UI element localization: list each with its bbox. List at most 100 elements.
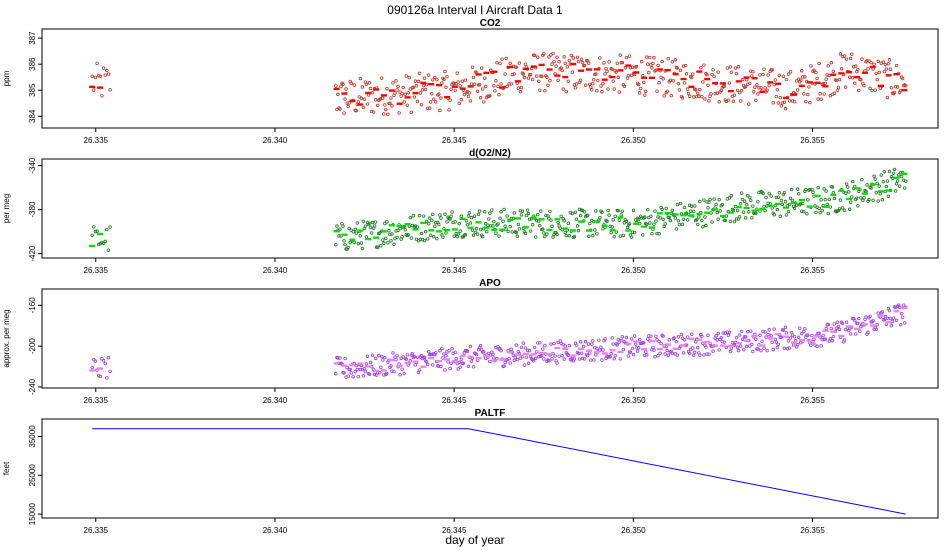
data-point bbox=[631, 352, 636, 357]
data-point bbox=[369, 231, 374, 235]
data-point bbox=[829, 61, 834, 65]
data-point bbox=[689, 332, 694, 336]
data-point bbox=[606, 208, 610, 213]
data-point bbox=[368, 86, 373, 91]
data-point bbox=[594, 72, 598, 76]
data-point bbox=[410, 351, 415, 356]
data-point bbox=[660, 59, 664, 64]
data-point bbox=[642, 80, 646, 85]
data-point bbox=[583, 340, 588, 344]
data-point bbox=[660, 207, 664, 212]
data-point bbox=[579, 351, 584, 355]
data-point bbox=[622, 84, 627, 88]
data-point bbox=[763, 330, 767, 334]
data-point bbox=[702, 198, 706, 202]
data-point bbox=[672, 336, 677, 340]
data-point bbox=[692, 95, 696, 99]
data-point bbox=[533, 235, 538, 239]
data-point bbox=[719, 88, 723, 93]
data-point bbox=[402, 100, 406, 104]
data-point bbox=[755, 83, 759, 87]
data-point bbox=[776, 101, 781, 105]
data-point bbox=[732, 93, 737, 97]
data-point bbox=[633, 342, 638, 346]
data-point bbox=[480, 87, 485, 91]
data-point bbox=[422, 238, 427, 243]
data-point bbox=[790, 333, 795, 337]
data-point bbox=[875, 77, 879, 82]
data-point bbox=[775, 88, 779, 92]
data-point bbox=[666, 57, 670, 61]
data-point bbox=[698, 199, 702, 204]
data-point bbox=[876, 199, 880, 203]
data-point bbox=[728, 65, 733, 69]
data-point bbox=[868, 314, 872, 319]
data-point bbox=[470, 228, 475, 232]
data-point bbox=[734, 335, 739, 340]
data-point bbox=[754, 337, 758, 342]
data-point bbox=[838, 52, 843, 56]
data-point bbox=[844, 182, 849, 186]
data-point bbox=[603, 337, 607, 341]
data-point bbox=[437, 222, 441, 227]
data-point bbox=[591, 339, 595, 343]
data-point bbox=[370, 353, 375, 357]
data-point bbox=[434, 351, 438, 355]
data-point bbox=[612, 235, 616, 239]
data-point bbox=[886, 62, 891, 66]
data-point bbox=[632, 230, 637, 235]
data-point bbox=[749, 69, 753, 73]
y-tick-label: -420 bbox=[28, 245, 37, 262]
data-point bbox=[810, 333, 814, 338]
data-point bbox=[498, 216, 502, 220]
data-point bbox=[398, 90, 402, 94]
data-point bbox=[803, 75, 807, 79]
data-point bbox=[640, 216, 644, 220]
data-point bbox=[634, 346, 639, 350]
data-point bbox=[467, 211, 472, 215]
data-point bbox=[499, 348, 503, 353]
data-point bbox=[637, 337, 642, 342]
data-point bbox=[557, 354, 561, 358]
data-point bbox=[772, 327, 776, 331]
data-point bbox=[740, 197, 745, 202]
data-point bbox=[435, 77, 439, 82]
data-point bbox=[454, 356, 458, 361]
data-point bbox=[530, 77, 535, 82]
data-point bbox=[807, 85, 811, 89]
data-point bbox=[482, 350, 486, 354]
data-point bbox=[729, 346, 734, 350]
data-point bbox=[385, 220, 389, 224]
x-tick-label: 26.340 bbox=[263, 136, 288, 145]
data-point bbox=[493, 89, 497, 93]
data-point bbox=[486, 223, 490, 227]
data-point bbox=[810, 187, 814, 192]
data-point bbox=[623, 66, 628, 70]
data-point bbox=[664, 206, 668, 211]
data-point bbox=[779, 104, 784, 108]
y-tick-label: -240 bbox=[28, 378, 37, 395]
data-point bbox=[687, 94, 692, 98]
data-point bbox=[678, 201, 683, 206]
data-point bbox=[601, 81, 605, 86]
data-point bbox=[592, 358, 596, 362]
data-point bbox=[750, 342, 754, 347]
data-point bbox=[380, 76, 384, 80]
data-point bbox=[509, 347, 513, 352]
data-point bbox=[408, 215, 413, 220]
data-point bbox=[554, 64, 558, 68]
data-point bbox=[757, 86, 761, 90]
data-point bbox=[470, 65, 475, 69]
x-tick-label: 26.350 bbox=[621, 526, 646, 535]
data-point bbox=[403, 227, 407, 232]
data-point bbox=[592, 77, 596, 82]
data-point bbox=[90, 74, 94, 79]
data-point bbox=[603, 72, 607, 76]
data-point bbox=[599, 345, 603, 349]
data-point bbox=[707, 99, 711, 103]
data-point bbox=[649, 334, 653, 338]
data-point bbox=[819, 97, 823, 101]
data-point bbox=[717, 348, 721, 352]
data-point bbox=[334, 243, 338, 247]
data-point bbox=[788, 336, 793, 340]
